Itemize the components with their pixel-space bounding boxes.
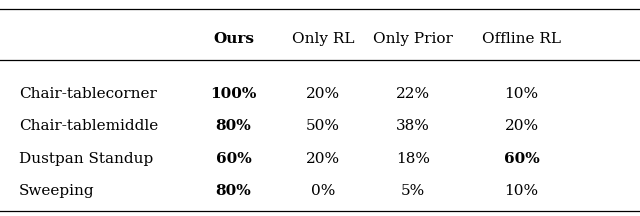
Text: 38%: 38% bbox=[396, 119, 429, 133]
Text: 22%: 22% bbox=[396, 87, 430, 101]
Text: Offline RL: Offline RL bbox=[482, 32, 561, 46]
Text: 18%: 18% bbox=[396, 152, 430, 166]
Text: 20%: 20% bbox=[504, 119, 539, 133]
Text: Ours: Ours bbox=[213, 32, 254, 46]
Text: Dustpan Standup: Dustpan Standup bbox=[19, 152, 154, 166]
Text: 20%: 20% bbox=[306, 152, 340, 166]
Text: 60%: 60% bbox=[216, 152, 252, 166]
Text: 5%: 5% bbox=[401, 184, 425, 198]
Text: 100%: 100% bbox=[211, 87, 257, 101]
Text: 80%: 80% bbox=[216, 119, 252, 133]
Text: 10%: 10% bbox=[504, 87, 539, 101]
Text: 80%: 80% bbox=[216, 184, 252, 198]
Text: Chair-tablecorner: Chair-tablecorner bbox=[19, 87, 157, 101]
Text: 20%: 20% bbox=[306, 87, 340, 101]
Text: Only RL: Only RL bbox=[292, 32, 355, 46]
Text: Chair-tablemiddle: Chair-tablemiddle bbox=[19, 119, 159, 133]
Text: Sweeping: Sweeping bbox=[19, 184, 95, 198]
Text: 10%: 10% bbox=[504, 184, 539, 198]
Text: 0%: 0% bbox=[311, 184, 335, 198]
Text: 50%: 50% bbox=[306, 119, 340, 133]
Text: Only Prior: Only Prior bbox=[373, 32, 452, 46]
Text: 60%: 60% bbox=[504, 152, 540, 166]
